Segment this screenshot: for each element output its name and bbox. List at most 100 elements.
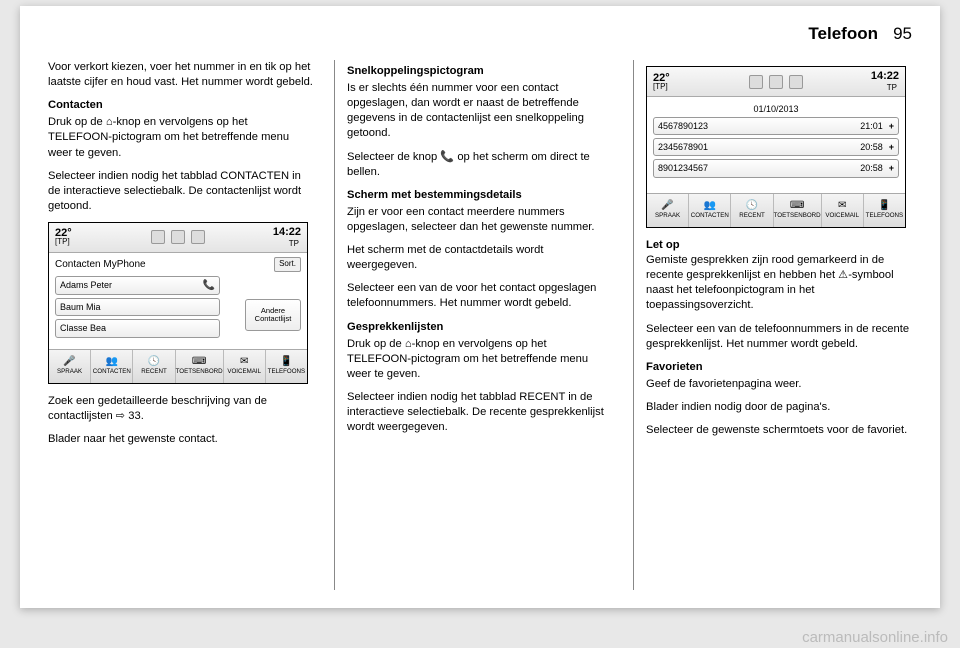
shot1-tabbar: 🎤SPRAAK 👥CONTACTEN 🕓RECENT ⌨TOETSENBORD …: [49, 349, 307, 383]
tab-voicemail[interactable]: ✉VOICEMAIL: [822, 194, 864, 227]
tab-voicemail[interactable]: ✉VOICEMAIL: [224, 350, 266, 383]
col3-p3: Blader indien nodig door de pagina's.: [646, 400, 912, 415]
shot1-body: Contacten MyPhone Sort. Adams Peter 📞 Ba…: [49, 253, 307, 349]
col1-heading-contacten: Contacten: [48, 98, 314, 113]
contacts-icon: 👥: [704, 201, 716, 211]
contact-row[interactable]: Adams Peter 📞: [55, 276, 220, 296]
voice-icon: 🎤: [63, 357, 75, 367]
shot2-status-icons: [749, 75, 803, 89]
column-1: Voor verkort kiezen, voer het nummer in …: [48, 60, 314, 590]
col2-p5: Selecteer een van de voor het contact op…: [347, 281, 613, 311]
col2-p6: Druk op de ⌂-knop en vervolgens op het T…: [347, 337, 613, 382]
bluetooth-icon: [789, 75, 803, 89]
shot2-statusbar: 22° [TP] 14:22 TP: [647, 67, 905, 97]
shot2-tp-badge: [TP]: [653, 83, 670, 91]
sort-button[interactable]: Sort.: [274, 257, 301, 272]
shot1-time: 14:22: [273, 225, 301, 240]
col3-p1: Selecteer een van de telefoonnummers in …: [646, 322, 912, 352]
recent-row[interactable]: 4567890123 21:01 +: [653, 117, 899, 135]
recent-time: 21:01: [860, 120, 883, 132]
recent-time: 20:58: [860, 141, 883, 153]
contact-row[interactable]: Baum Mia: [55, 298, 220, 316]
column-2: Snelkoppelingspictogram Is er slechts éé…: [334, 60, 613, 590]
tab-recent[interactable]: 🕓RECENT: [133, 350, 175, 383]
voicemail-icon: ✉: [838, 201, 846, 211]
recent-number: 2345678901: [658, 141, 860, 153]
tab-spraak[interactable]: 🎤SPRAAK: [49, 350, 91, 383]
col1-p3: Selecteer indien nodig het tabblad CONTA…: [48, 169, 314, 214]
shot1-tp-badge: [TP]: [55, 238, 72, 246]
recent-icon: 🕓: [746, 201, 758, 211]
contact-name: Adams Peter: [60, 279, 112, 291]
page-reference: ⇨ 33.: [116, 410, 144, 422]
voice-icon: 🎤: [661, 201, 673, 211]
manual-page: Telefoon 95 Voor verkort kiezen, voer he…: [20, 6, 940, 608]
plus-icon[interactable]: +: [889, 141, 894, 153]
shot1-status-icons: [151, 230, 205, 244]
shot2-tp-top: TP: [887, 83, 897, 94]
shot1-temp-box: 22° [TP]: [55, 228, 72, 246]
tab-contacten[interactable]: 👥CONTACTEN: [689, 194, 731, 227]
col3-h1: Favorieten: [646, 360, 912, 375]
tab-telefoons[interactable]: 📱TELEFOONS: [864, 194, 905, 227]
contact-name: Classe Bea: [60, 322, 106, 334]
shot1-tp-top: TP: [289, 239, 299, 250]
tab-spraak[interactable]: 🎤SPRAAK: [647, 194, 689, 227]
recent-number: 4567890123: [658, 120, 860, 132]
recent-row[interactable]: 8901234567 20:58 +: [653, 159, 899, 177]
col2-p2: Selecteer de knop 📞 op het scherm om dir…: [347, 150, 613, 180]
recent-row[interactable]: 2345678901 20:58 +: [653, 138, 899, 156]
recent-time: 20:58: [860, 162, 883, 174]
keypad-icon: ⌨: [192, 357, 206, 367]
watermark: carmanualsonline.info: [802, 629, 948, 646]
bluetooth-icon: [191, 230, 205, 244]
shot2-temp-box: 22° [TP]: [653, 73, 670, 91]
contact-row[interactable]: Classe Bea: [55, 319, 220, 337]
plus-icon[interactable]: +: [889, 120, 894, 132]
tab-contacten[interactable]: 👥CONTACTEN: [91, 350, 133, 383]
screenshot-contacts: 22° [TP] 14:22 TP Contacten MyPhone Sort…: [48, 222, 308, 384]
col1-p4: Zoek een gedetailleerde beschrijving van…: [48, 394, 314, 424]
keypad-icon: ⌨: [790, 201, 804, 211]
shot2-time: 14:22: [871, 69, 899, 84]
signal-icon: [749, 75, 763, 89]
col2-p7: Selecteer indien nodig het tabblad RECEN…: [347, 390, 613, 435]
contact-name: Baum Mia: [60, 301, 101, 313]
tab-recent[interactable]: 🕓RECENT: [731, 194, 773, 227]
recent-icon: 🕓: [148, 357, 160, 367]
phones-icon: 📱: [280, 357, 292, 367]
tab-toetsenbord[interactable]: ⌨TOETSENBORD: [774, 194, 822, 227]
screenshot-recent: 22° [TP] 14:22 TP 01/10/2013 4567890123: [646, 66, 906, 228]
col1-p5: Blader naar het gewenste contact.: [48, 432, 314, 447]
col1-p2: Druk op de ⌂-knop en vervolgens op het T…: [48, 115, 314, 160]
header-page-number: 95: [893, 24, 912, 44]
col3-p2: Geef de favorietenpagina weer.: [646, 377, 912, 392]
col2-h2: Scherm met bestemmingsdetails: [347, 188, 613, 203]
header-title: Telefoon: [808, 24, 878, 44]
shot2-date: 01/10/2013: [653, 101, 899, 117]
tab-toetsenbord[interactable]: ⌨TOETSENBORD: [176, 350, 224, 383]
phone-icon[interactable]: 📞: [203, 279, 215, 293]
col2-h3: Gesprekkenlijsten: [347, 320, 613, 335]
note-box: Let op Gemiste gesprekken zijn rood gema…: [646, 238, 912, 314]
content-columns: Voor verkort kiezen, voer het nummer in …: [48, 60, 912, 590]
battery-icon: [769, 75, 783, 89]
col2-p4: Het scherm met de contactdetails wordt w…: [347, 243, 613, 273]
note-text: Gemiste gesprekken zijn rood gemarkeerd …: [646, 253, 912, 313]
contacts-icon: 👥: [106, 357, 118, 367]
col2-p1: Is er slechts één nummer voor een contac…: [347, 81, 613, 141]
col1-p1: Voor verkort kiezen, voer het nummer in …: [48, 60, 314, 90]
phones-icon: 📱: [878, 201, 890, 211]
shot1-title: Contacten MyPhone: [55, 258, 146, 272]
shot2-tabbar: 🎤SPRAAK 👥CONTACTEN 🕓RECENT ⌨TOETSENBORD …: [647, 193, 905, 227]
col2-h1: Snelkoppelingspictogram: [347, 64, 613, 79]
plus-icon[interactable]: +: [889, 162, 894, 174]
tab-telefoons[interactable]: 📱TELEFOONS: [266, 350, 307, 383]
shot1-statusbar: 22° [TP] 14:22 TP: [49, 223, 307, 253]
shot1-title-row: Contacten MyPhone Sort.: [55, 257, 301, 272]
voicemail-icon: ✉: [240, 357, 248, 367]
other-contactlist-button[interactable]: Andere Contactlijst: [245, 299, 301, 331]
col2-p3: Zijn er voor een contact meerdere nummer…: [347, 205, 613, 235]
col3-p4: Selecteer de gewenste schermtoets voor d…: [646, 423, 912, 438]
signal-icon: [151, 230, 165, 244]
